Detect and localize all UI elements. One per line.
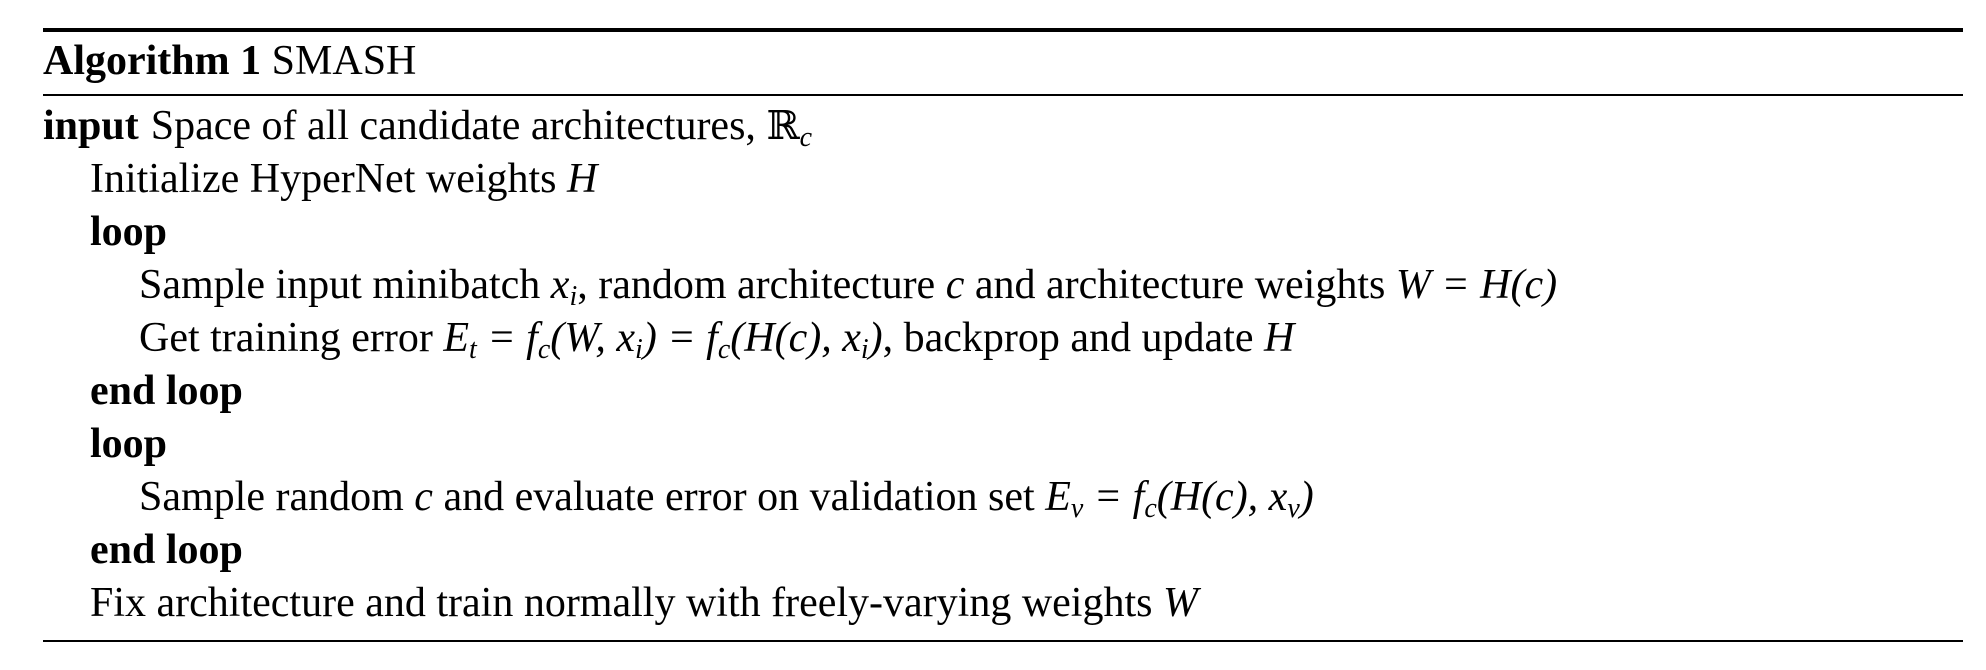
eval-args-close: ) xyxy=(1299,474,1314,520)
final-var: W xyxy=(1163,580,1198,626)
train-E-sub: t xyxy=(469,334,477,365)
eval-text: Sample random xyxy=(139,474,404,520)
loop-keyword: loop xyxy=(90,209,168,255)
train-f1-args: (W, x xyxy=(550,315,636,361)
train-f2-args-close: ) xyxy=(868,315,883,361)
end-loop-2-keyword: end loop xyxy=(90,527,243,573)
sample-x-sub: i xyxy=(569,281,578,312)
eval-args-sub: v xyxy=(1287,493,1300,524)
train-f1-args-sub: i xyxy=(635,334,643,365)
init-line: Initialize HyperNet weights H xyxy=(43,153,1963,206)
eval-f-sub: c xyxy=(1144,493,1157,524)
train-f2: = f xyxy=(667,315,718,361)
eval-args: (H(c), x xyxy=(1156,474,1288,520)
sample-c: c xyxy=(945,262,965,308)
loop-start-line: loop xyxy=(43,206,1963,259)
sample-text: Sample input minibatch xyxy=(139,262,541,308)
bottom-rule xyxy=(43,640,1963,642)
sample-text-2: , random architecture xyxy=(577,262,936,308)
sample-line: Sample input minibatch xi, random archit… xyxy=(43,259,1963,312)
final-text: Fix architecture and train normally with… xyxy=(90,580,1153,626)
train-E: E xyxy=(443,315,470,361)
end-loop-keyword: end loop xyxy=(90,368,243,414)
algorithm-title: Algorithm 1 SMASH xyxy=(43,32,1963,94)
init-var: H xyxy=(567,156,598,202)
train-var: H xyxy=(1264,315,1295,361)
sample-equation: W = H(c) xyxy=(1395,262,1558,308)
algorithm-name: SMASH xyxy=(271,38,417,84)
input-text: Space of all candidate architectures, xyxy=(150,103,756,149)
final-line: Fix architecture and train normally with… xyxy=(43,577,1963,630)
train-f2-args: (H(c), x xyxy=(730,315,861,361)
train-line: Get training error Et = fc(W, xi) = fc(H… xyxy=(43,312,1963,365)
title-rule xyxy=(43,94,1963,96)
top-rule xyxy=(43,28,1963,32)
algorithm-label: Algorithm 1 xyxy=(43,38,262,84)
train-f1-args-close: ) xyxy=(642,315,657,361)
eval-c: c xyxy=(414,474,433,520)
algorithm-body: input Space of all candidate architecture… xyxy=(43,96,1963,630)
loop-2-end-line: end loop xyxy=(43,524,1963,577)
sample-text-3: and architecture weights xyxy=(974,262,1386,308)
train-f2-args-sub: i xyxy=(860,334,869,365)
init-text: Initialize HyperNet weights xyxy=(90,156,557,202)
loop-2-keyword: loop xyxy=(90,421,168,467)
eval-line: Sample random c and evaluate error on va… xyxy=(43,471,1963,524)
train-text-2: , backprop and update xyxy=(882,315,1254,361)
eval-text-2: and evaluate error on validation set xyxy=(443,474,1035,520)
eval-E: E xyxy=(1045,474,1071,520)
train-f1: = f xyxy=(487,315,538,361)
input-set-symbol: ℝ xyxy=(766,103,800,149)
input-keyword: input xyxy=(43,103,139,149)
loop-2-start-line: loop xyxy=(43,418,1963,471)
loop-end-line: end loop xyxy=(43,365,1963,418)
eval-E-sub: v xyxy=(1070,493,1084,524)
eval-f: = f xyxy=(1093,474,1145,520)
train-f2-sub: c xyxy=(717,334,731,365)
input-set-subscript: c xyxy=(799,122,813,153)
input-line: input Space of all candidate architecture… xyxy=(43,100,1963,153)
algorithm-block: Algorithm 1 SMASH input Space of all cand… xyxy=(43,28,1963,642)
train-f1-sub: c xyxy=(537,334,551,365)
train-text: Get training error xyxy=(139,315,433,361)
sample-x: x xyxy=(550,262,570,308)
